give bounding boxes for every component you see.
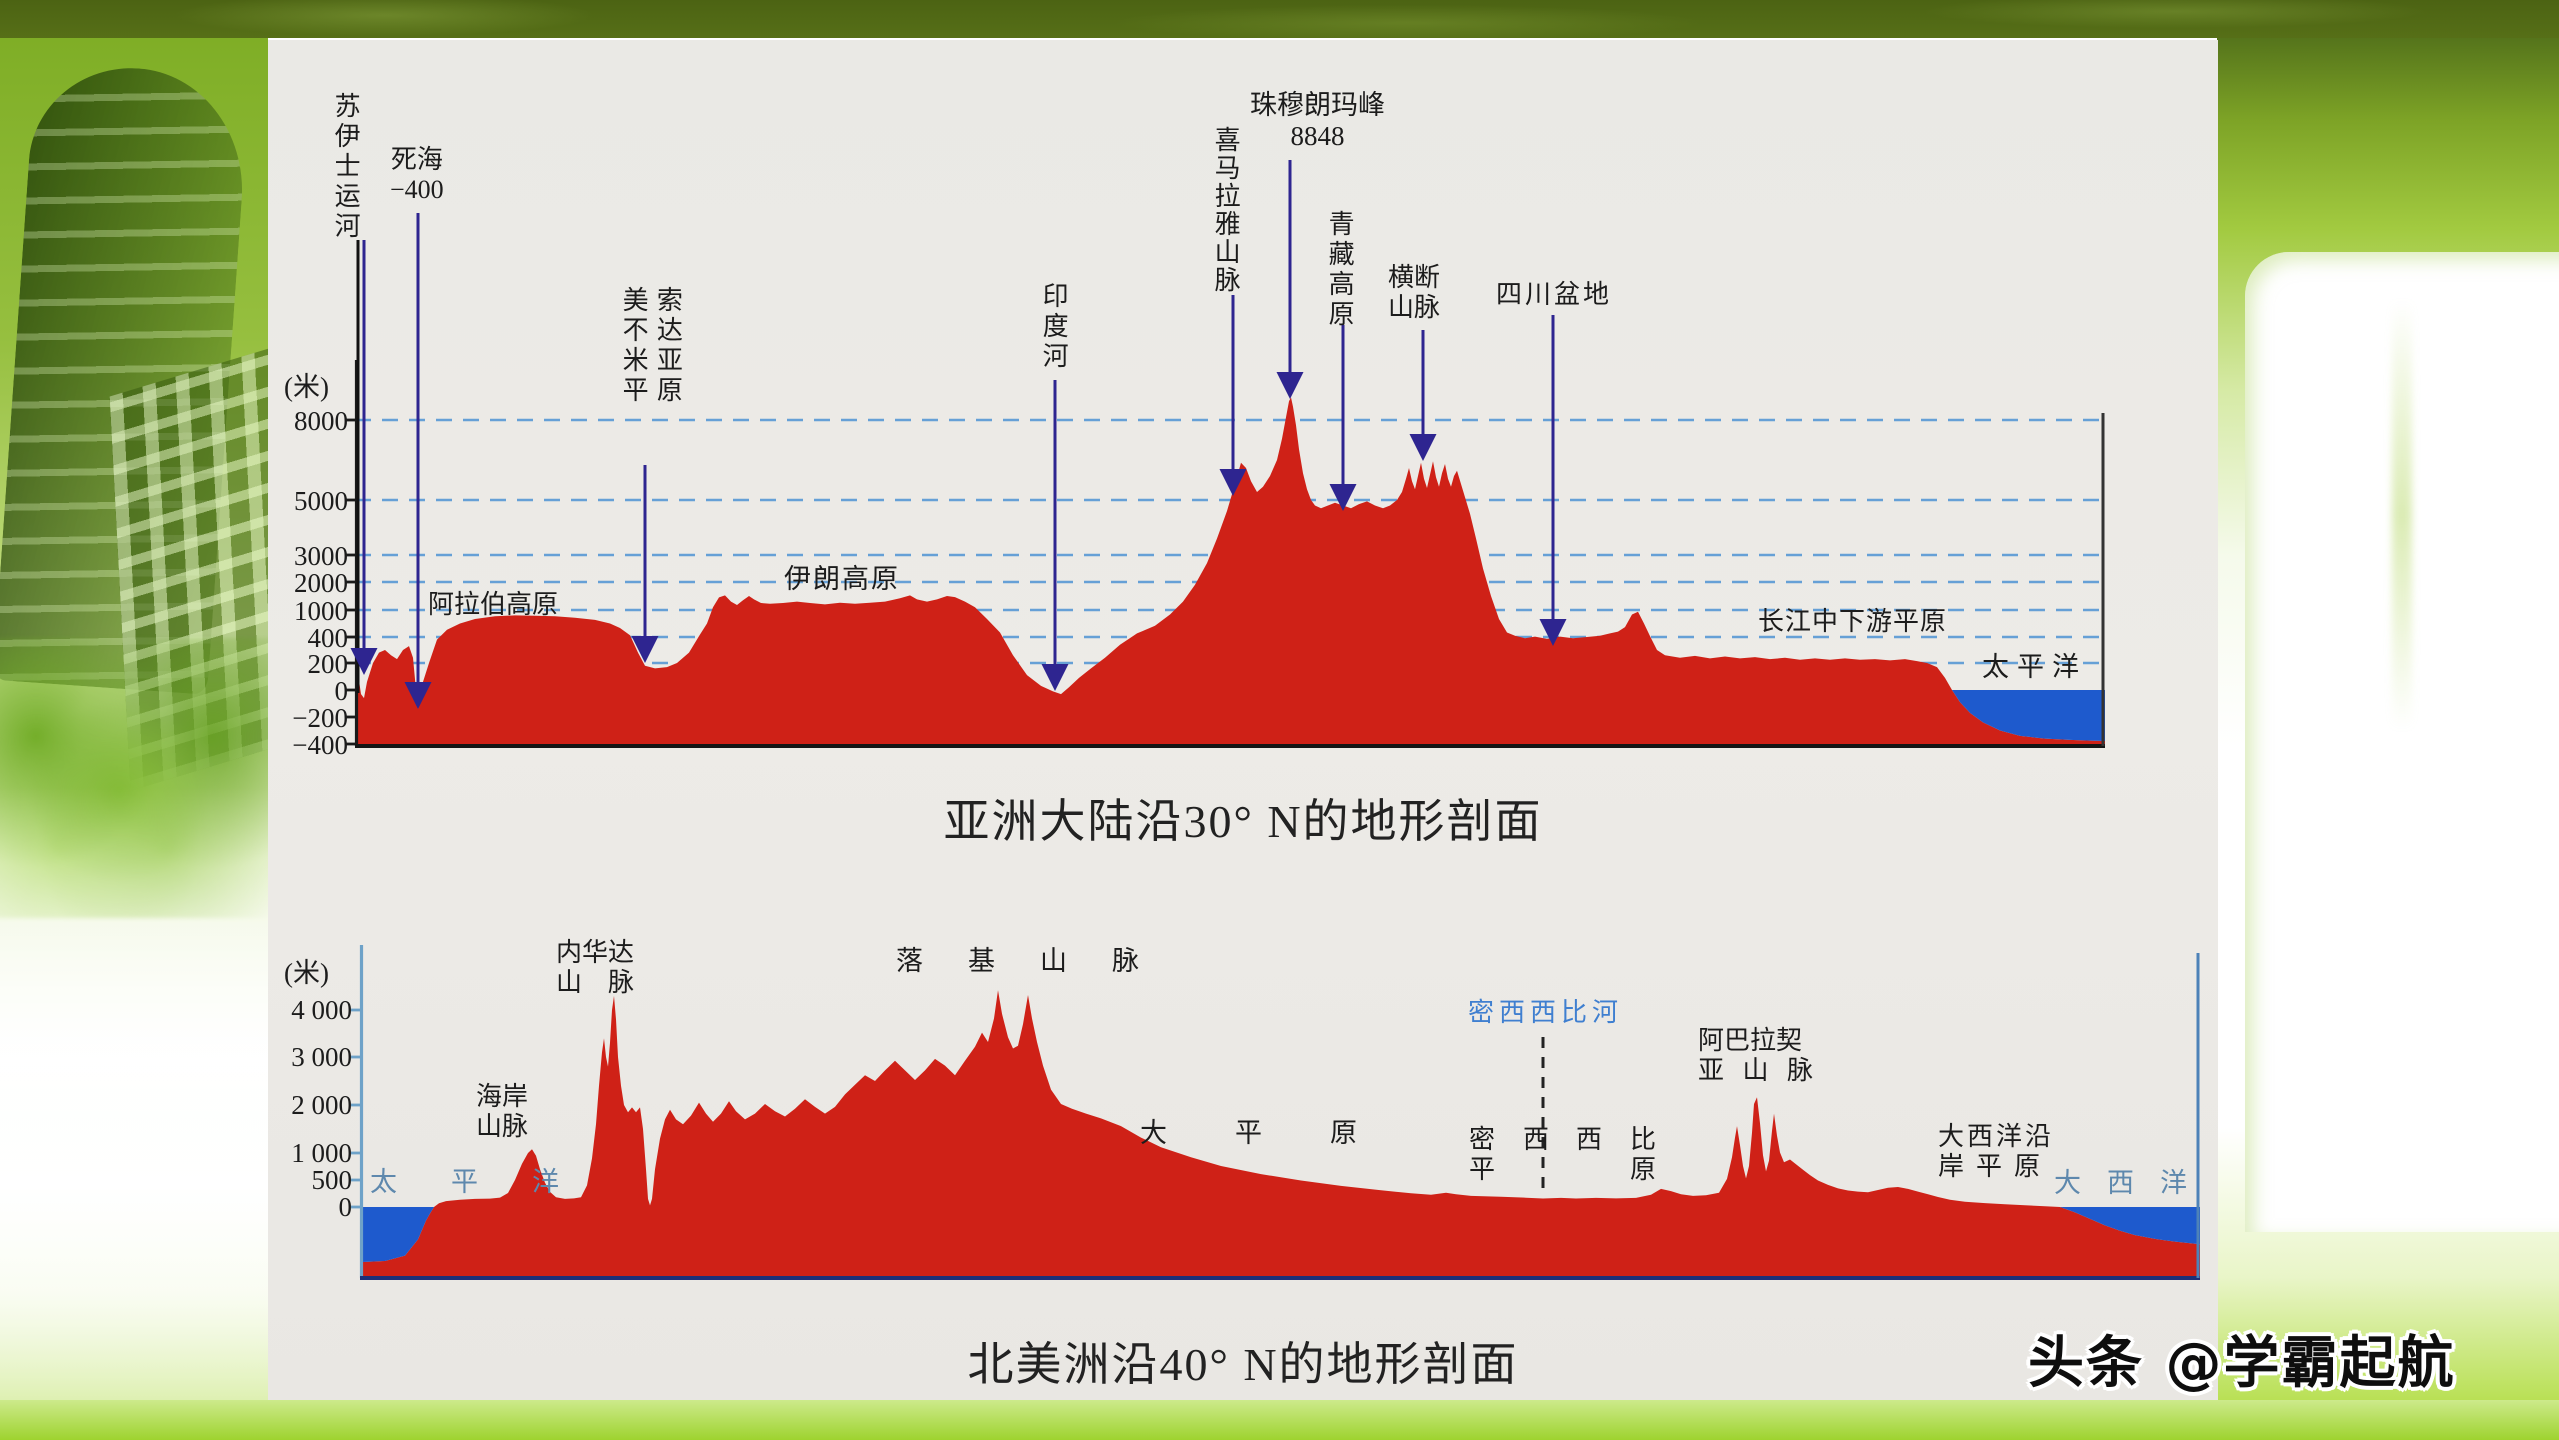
decor-right-streak	[2392, 300, 2412, 730]
label-tibetan-plateau: 青藏高原	[1325, 210, 1355, 330]
label-appalachian: 阿巴拉契 亚 山 脉	[1698, 1026, 1819, 1086]
na-y-tick-label: 3 000	[291, 1042, 352, 1072]
asia-y-tick-label: 400	[307, 623, 349, 653]
hengduan-row1: 横断	[1388, 263, 1441, 292]
asia-y-tick-label: 3000	[294, 541, 348, 571]
label-rocky-mountains: 落基山脉	[896, 946, 1184, 976]
coast-range-row2: 山脉	[476, 1112, 529, 1142]
label-iranian-plateau: 伊朗高原	[784, 564, 900, 594]
atlantic-plain-row2: 岸平原	[1938, 1152, 2053, 1182]
figure-paper: (米) 8000 5000 3000 2000 1000 400 200 0 −…	[268, 40, 2218, 1400]
label-coast-range: 海岸 山脉	[476, 1082, 528, 1142]
label-arabian-plateau: 阿拉伯高原	[428, 590, 559, 619]
miss-plain-char: 平	[1468, 1155, 1495, 1185]
asia-unit-label: (米)	[284, 372, 329, 402]
asia-chart-title: 亚洲大陆沿30° N的地形剖面	[943, 796, 1543, 847]
asia-y-tick-label: 0	[334, 676, 349, 706]
asia-y-tick-label: 200	[307, 649, 349, 679]
miss-plain-char: 西	[1523, 1125, 1550, 1154]
miss-plain-char: 原	[1630, 1155, 1657, 1185]
na-unit-label: (米)	[284, 958, 329, 988]
appalachian-row2: 亚 山 脉	[1698, 1056, 1820, 1086]
label-pacific-na: 太平洋	[370, 1167, 613, 1197]
asia-y-tick-label: −400	[292, 730, 348, 760]
coast-range-row1: 海岸	[476, 1082, 529, 1111]
asia-y-tick-label: 8000	[294, 406, 348, 436]
asia-y-tick-label: 1000	[294, 596, 348, 626]
everest-name: 珠穆朗玛峰	[1250, 90, 1385, 120]
dead-sea-name: 死海	[390, 145, 443, 174]
miss-plain-char: 西	[1576, 1125, 1603, 1154]
asia-y-tick-label: −200	[292, 703, 348, 733]
miss-plain-stack1: 密 平	[1468, 1125, 1496, 1185]
everest-elevation: 8848	[1290, 121, 1345, 152]
na-y-tick-label: 1 000	[291, 1138, 352, 1168]
na-y-tick-label: 4 000	[291, 995, 352, 1025]
atlantic-plain-row1: 大西洋沿	[1938, 1122, 2055, 1151]
asia-y-tick-label: 5000	[294, 486, 348, 516]
label-atlantic: 大西洋	[2054, 1168, 2213, 1198]
miss-plain-stack2: 比 原	[1629, 1125, 1657, 1185]
label-pacific-asia: 太平洋	[1982, 652, 2087, 682]
hengduan-row2: 山脉	[1388, 293, 1441, 323]
label-himalaya: 喜马拉雅山脉	[1211, 126, 1241, 294]
decor-left-fade	[0, 787, 268, 1400]
decor-left-panel	[0, 38, 268, 1400]
asia-profile-chart	[346, 160, 2105, 748]
sierra-row1: 内华达	[556, 938, 635, 967]
na-y-tick-label: 0	[338, 1192, 353, 1222]
decor-top-band	[0, 0, 2559, 38]
decor-bottom-band	[0, 1400, 2559, 1440]
dead-sea-elevation: −400	[390, 175, 444, 205]
watermark-text: 头条 @学霸起航	[2028, 1331, 2456, 1396]
label-dead-sea: 死海 −400	[390, 145, 444, 205]
label-indus-river: 印度河	[1039, 282, 1069, 372]
label-mississippi-river: 密西西比河	[1468, 998, 1624, 1027]
label-sichuan-basin: 四川盆地	[1496, 280, 1613, 309]
miss-plain-char: 比	[1630, 1125, 1657, 1154]
label-great-plains: 大平原	[1140, 1118, 1425, 1148]
na-y-tick-label: 500	[311, 1165, 353, 1195]
label-mississippi-plain: 密 平 西 西 比 原	[1468, 1125, 1657, 1185]
na-chart-title: 北美洲沿40° N的地形剖面	[967, 1339, 1519, 1390]
asia-y-tick-label: 2000	[294, 568, 348, 598]
label-hengduan-mountains: 横断 山脉	[1388, 263, 1440, 323]
mesopotamia-column-left: 美不米平	[619, 286, 649, 406]
label-suez-canal: 苏伊士运河	[331, 92, 361, 242]
north-america-profile-chart	[351, 945, 2200, 1280]
label-atlantic-coastal-plain: 大西洋沿 岸平原	[1938, 1122, 2054, 1182]
label-everest: 珠穆朗玛峰 8848	[1225, 90, 1410, 153]
sierra-row2: 山 脉	[556, 968, 635, 998]
label-mesopotamia-plain: 美不米平 索达亚原	[618, 286, 682, 466]
label-sierra-nevada: 内华达 山 脉	[556, 938, 634, 998]
miss-plain-char: 密	[1468, 1125, 1495, 1154]
label-yangtze-plain: 长江中下游平原	[1758, 607, 1948, 636]
appalachian-row1: 阿巴拉契	[1698, 1026, 1803, 1055]
mesopotamia-column-right: 索达亚原	[653, 286, 683, 406]
na-y-tick-label: 2 000	[291, 1090, 352, 1120]
